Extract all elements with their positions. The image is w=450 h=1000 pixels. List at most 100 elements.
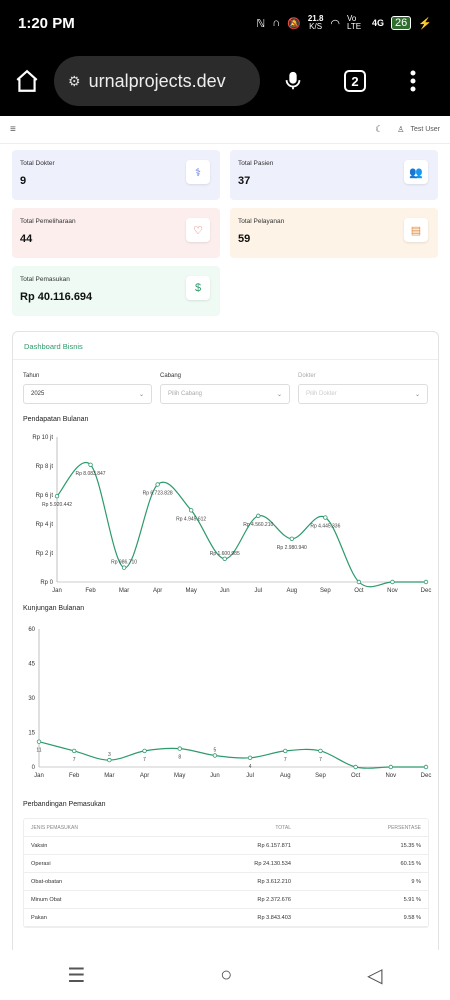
stat-value: 59: [238, 233, 251, 245]
data-label: Rp 986.710: [111, 560, 137, 566]
x-tick-label: Oct: [351, 773, 361, 779]
site-settings-icon[interactable]: ⚙: [68, 72, 81, 89]
menu-dots-icon[interactable]: [410, 70, 416, 92]
data-point[interactable]: [256, 513, 261, 519]
y-tick-label: 30: [28, 696, 35, 702]
income-total: Rp 24.130.534: [254, 860, 291, 867]
revenue-chart-title: Pendapatan Bulanan: [23, 416, 89, 423]
visits-chart-title: Kunjungan Bulanan: [23, 605, 85, 612]
stethoscope-icon: ⚕: [186, 160, 210, 184]
y-tick-label: Rp 4 jt: [36, 522, 54, 528]
data-label: 7: [73, 757, 76, 763]
data-point[interactable]: [54, 493, 60, 499]
data-point[interactable]: [222, 556, 227, 561]
home-icon[interactable]: [14, 68, 40, 94]
theme-toggle-icon[interactable]: ☾: [375, 124, 384, 134]
data-point[interactable]: [121, 565, 127, 570]
user-name: Test User: [410, 126, 440, 133]
browser-toolbar: ⚙ urnalprojects.dev 2: [0, 46, 450, 116]
data-point[interactable]: [142, 748, 147, 754]
income-type: Obat-obatan: [31, 878, 63, 885]
data-point[interactable]: [71, 748, 77, 754]
status-bar: 1:20 PM ℕ ∩ 🔕 21.8 K/S ◠ Vo LTE 4G 26 ⚡: [0, 0, 450, 46]
stat-label: Total Pasien: [238, 160, 274, 167]
data-point[interactable]: [188, 508, 194, 513]
data-point[interactable]: [36, 739, 42, 744]
income-type: Minum Obat: [31, 896, 62, 903]
hamburger-menu-icon[interactable]: ≡: [10, 124, 16, 135]
income-percentage: 15.35 %: [400, 842, 421, 849]
data-point[interactable]: [356, 579, 362, 585]
data-point[interactable]: [247, 755, 253, 760]
dollar-icon: $: [186, 276, 210, 300]
user-icon: ♙: [397, 125, 405, 134]
stat-card: Total Dokter 9 ⚕: [12, 150, 220, 200]
url-bar[interactable]: ⚙ urnalprojects.dev: [54, 56, 260, 106]
home-circle-icon[interactable]: ○: [220, 963, 233, 986]
x-tick-label: Mar: [119, 588, 129, 594]
data-point[interactable]: [353, 764, 358, 770]
data-point[interactable]: [323, 515, 328, 520]
data-label: 8: [178, 755, 181, 761]
data-point[interactable]: [289, 536, 295, 541]
data-label: 3: [108, 752, 111, 758]
data-point[interactable]: [107, 757, 112, 763]
data-label: 7: [284, 757, 287, 763]
income-total: Rp 6.157.871: [257, 842, 291, 849]
data-point[interactable]: [423, 579, 429, 585]
microphone-icon[interactable]: [282, 68, 304, 94]
business-dashboard-panel: Dashboard Bisnis Tahun 2025 ⌄ Cabang Pili…: [12, 331, 439, 950]
data-point[interactable]: [212, 753, 218, 758]
x-tick-label: Feb: [85, 588, 96, 594]
income-percentage: 5.91 %: [403, 896, 421, 903]
document-icon: ▤: [404, 218, 428, 242]
data-point[interactable]: [177, 746, 182, 751]
branch-label: Cabang: [160, 373, 182, 379]
x-tick-label: Nov: [387, 588, 398, 594]
app-header: ≡ ☾ ♙ Test User: [0, 116, 450, 144]
data-label: Rp 4.945.612: [176, 516, 206, 522]
data-point[interactable]: [390, 579, 395, 585]
charging-icon: ⚡: [418, 17, 432, 30]
stat-label: Total Dokter: [20, 160, 55, 167]
year-select[interactable]: 2025 ⌄: [23, 384, 152, 404]
year-value: 2025: [31, 391, 45, 397]
income-type: Operasi: [31, 860, 51, 867]
battery-icon: 26: [391, 16, 412, 30]
chevron-down-icon: ⌄: [276, 391, 282, 398]
url-text: urnalprojects.dev: [88, 70, 226, 91]
data-point[interactable]: [388, 764, 394, 770]
branch-select[interactable]: Pilih Cabang ⌄: [160, 384, 290, 404]
back-icon[interactable]: ◁: [367, 964, 383, 987]
branch-placeholder: Pilih Cabang: [168, 391, 203, 397]
mute-icon: 🔕: [287, 17, 301, 30]
data-point[interactable]: [88, 462, 93, 467]
tab-switcher-button[interactable]: 2: [344, 70, 366, 92]
income-total: Rp 3.612.210: [257, 878, 291, 885]
network-type: Vo LTE: [347, 14, 362, 31]
table-row: Minum Obat Rp 2.372.676 5.91 %: [24, 891, 428, 909]
user-menu[interactable]: ♙ Test User: [397, 125, 440, 134]
data-point[interactable]: [423, 764, 429, 770]
income-type: Vaksin: [31, 842, 48, 849]
y-tick-label: 0: [32, 765, 36, 771]
x-tick-label: Jun: [210, 773, 220, 779]
recent-apps-icon[interactable]: ☰: [67, 964, 86, 987]
x-tick-label: Apr: [140, 773, 149, 779]
data-point[interactable]: [283, 748, 288, 754]
chevron-down-icon: ⌄: [414, 391, 420, 398]
x-tick-label: Dec: [421, 588, 432, 594]
net-speed: 21.8 K/S: [307, 14, 324, 31]
doctor-select[interactable]: Pilih Dokter ⌄: [298, 384, 428, 404]
data-label: Rp 6.723.828: [143, 491, 173, 497]
data-label: 4: [249, 764, 252, 770]
data-point[interactable]: [318, 748, 323, 754]
data-label: Rp 2.980.940: [277, 545, 307, 551]
x-tick-label: May: [186, 588, 197, 594]
data-label: Rp 4.560.210: [243, 522, 273, 528]
wifi-icon: ◠: [330, 17, 341, 30]
y-tick-label: 60: [28, 627, 35, 633]
y-tick-label: Rp 2 jt: [36, 551, 54, 557]
data-label: 7: [143, 757, 146, 763]
data-point[interactable]: [155, 482, 160, 487]
